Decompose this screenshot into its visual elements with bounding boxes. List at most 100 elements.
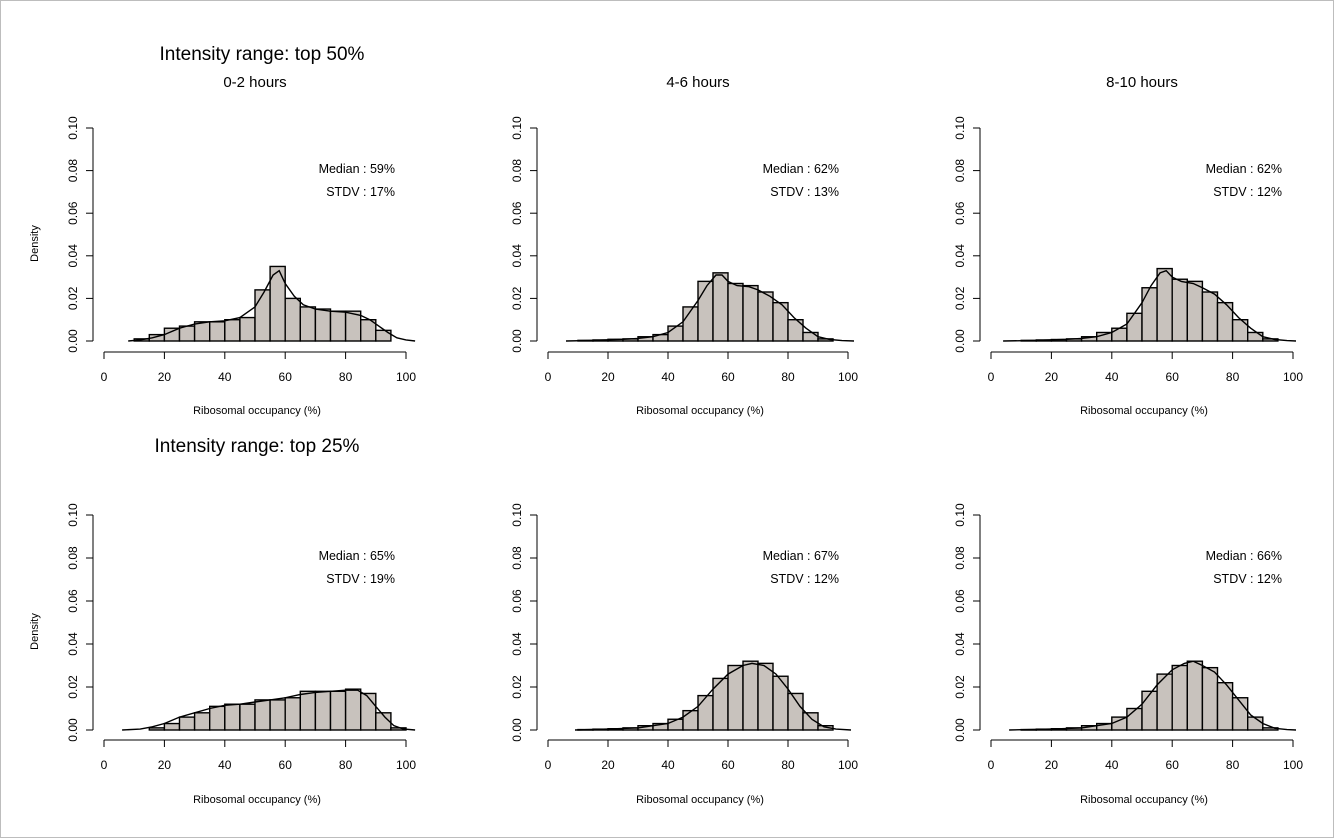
histogram-bar: [1141, 287, 1158, 342]
histogram-bar: [193, 712, 211, 731]
x-tick-label: 100: [396, 758, 416, 772]
histogram-bar: [1186, 660, 1204, 731]
x-tick-label: 0: [545, 370, 552, 384]
y-tick-label: 0.10: [66, 503, 80, 527]
x-tick-label: 40: [1105, 370, 1119, 384]
histogram-bar: [329, 690, 347, 731]
x-axis-label: Ribosomal occupancy (%): [1080, 794, 1208, 806]
stdv-annotation: STDV : 12%: [1213, 572, 1282, 586]
x-tick-label: 60: [1166, 758, 1180, 772]
median-annotation: Median : 62%: [763, 162, 839, 176]
stdv-annotation: STDV : 13%: [770, 185, 839, 199]
y-tick-label: 0.06: [953, 201, 967, 225]
stdv-annotation: STDV : 12%: [770, 572, 839, 586]
histogram-bar: [1171, 278, 1188, 342]
y-tick-label: 0.10: [953, 116, 967, 140]
histogram-bar: [1141, 690, 1158, 731]
y-tick-label: 0.04: [66, 244, 80, 268]
y-tick-label: 0.00: [66, 718, 80, 742]
y-tick-label: 0.02: [66, 286, 80, 310]
histogram-bar: [314, 308, 332, 342]
panel-title: 4-6 hours: [666, 74, 729, 91]
histogram-bar: [178, 325, 196, 342]
y-tick-label: 0.04: [953, 632, 967, 656]
x-tick-label: 0: [101, 758, 108, 772]
histogram-bar: [757, 662, 774, 731]
x-axis-label: Ribosomal occupancy (%): [636, 794, 764, 806]
histogram-bar: [329, 310, 347, 342]
x-tick-label: 0: [545, 758, 552, 772]
x-axis-label: Ribosomal occupancy (%): [636, 405, 764, 417]
histogram-bar: [1111, 716, 1128, 731]
x-tick-label: 40: [1105, 758, 1119, 772]
y-tick-label: 0.04: [953, 244, 967, 268]
histogram-bar: [787, 692, 804, 731]
x-tick-label: 80: [781, 370, 795, 384]
x-tick-label: 80: [339, 758, 353, 772]
y-tick-label: 0.00: [510, 329, 524, 353]
histogram-bar: [1201, 666, 1219, 731]
y-axis-label: Density: [29, 613, 41, 650]
y-tick-label: 0.06: [953, 589, 967, 613]
x-tick-label: 100: [838, 758, 858, 772]
median-annotation: Median : 62%: [1206, 162, 1282, 176]
histogram-bar: [802, 712, 819, 731]
histogram-bar: [757, 291, 774, 342]
stdv-annotation: STDV : 19%: [326, 572, 395, 586]
x-tick-label: 100: [396, 370, 416, 384]
histogram-bar: [163, 327, 181, 342]
y-tick-label: 0.06: [66, 201, 80, 225]
y-tick-label: 0.00: [953, 329, 967, 353]
histogram-bar: [1126, 707, 1143, 731]
x-axis-label: Ribosomal occupancy (%): [1080, 405, 1208, 417]
y-tick-label: 0.02: [953, 286, 967, 310]
histogram-bar: [727, 664, 744, 731]
histogram-bar: [239, 703, 256, 731]
histogram-bar: [712, 272, 729, 342]
y-tick-label: 0.00: [510, 718, 524, 742]
histogram-bar: [299, 306, 317, 342]
stdv-annotation: STDV : 17%: [326, 185, 395, 199]
histogram-bar: [772, 675, 789, 731]
histogram-bar: [1171, 664, 1188, 731]
y-tick-label: 0.02: [510, 286, 524, 310]
histogram-panel: 0 20 40 60 80 100 Ribosomal occupancy (%) 0.00 0…: [953, 503, 1303, 806]
x-tick-label: 40: [218, 370, 232, 384]
x-tick-label: 100: [1283, 370, 1303, 384]
density-curve: [128, 269, 416, 342]
x-tick-label: 20: [1045, 758, 1059, 772]
histogram-panel: 0 20 40 60 80 100 Ribosomal occupancy (%) 0.00 0…: [29, 503, 416, 806]
histogram-bar: [1246, 331, 1264, 342]
x-tick-label: 80: [1226, 370, 1240, 384]
y-tick-label: 0.08: [66, 546, 80, 570]
x-tick-label: 20: [158, 370, 172, 384]
histogram-bar: [1156, 267, 1173, 342]
histogram-bar: [360, 692, 377, 731]
x-axis-label: Ribosomal occupancy (%): [193, 794, 321, 806]
section-title: Intensity range: top 25%: [155, 436, 360, 457]
y-tick-label: 0.04: [510, 244, 524, 268]
x-tick-label: 40: [661, 758, 675, 772]
histogram-bar: [314, 690, 332, 731]
density-curve: [565, 274, 855, 342]
x-tick-label: 20: [601, 370, 615, 384]
density-curve: [1003, 269, 1297, 342]
density-curve: [1009, 660, 1297, 731]
y-tick-label: 0.02: [510, 675, 524, 699]
histogram-bar: [375, 712, 392, 731]
x-tick-label: 100: [838, 370, 858, 384]
y-tick-label: 0.02: [66, 675, 80, 699]
x-tick-label: 20: [1045, 370, 1059, 384]
histogram-bar: [284, 697, 302, 731]
y-tick-label: 0.06: [510, 589, 524, 613]
histogram-bar: [742, 284, 759, 342]
histogram-bar: [1111, 327, 1128, 342]
median-annotation: Median : 59%: [319, 162, 395, 176]
x-axis-label: Ribosomal occupancy (%): [193, 405, 321, 417]
median-annotation: Median : 66%: [1206, 549, 1282, 563]
y-tick-label: 0.10: [510, 116, 524, 140]
y-tick-label: 0.06: [510, 201, 524, 225]
histogram-bar: [682, 709, 699, 731]
x-tick-label: 20: [601, 758, 615, 772]
